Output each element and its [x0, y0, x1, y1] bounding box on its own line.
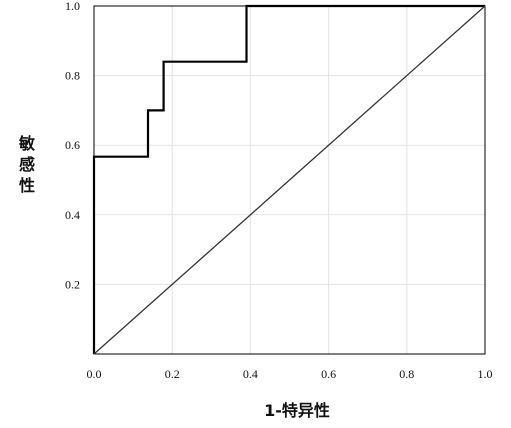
y-axis-title-char: 敏	[18, 134, 36, 153]
x-tick-label: 0.6	[321, 367, 336, 381]
y-axis-title-char: 感	[19, 155, 35, 174]
y-tick-labels: 0.2 0.4 0.6 0.8 1.0	[65, 0, 80, 291]
x-tick-label: 0.0	[87, 367, 102, 381]
x-tick-label: 1.0	[478, 367, 493, 381]
grid-lines	[94, 6, 485, 354]
x-tick-labels: 0.0 0.2 0.4 0.6 0.8 1.0	[87, 367, 493, 381]
reference-diagonal-line	[93, 5, 486, 355]
y-tick-label: 0.2	[65, 277, 80, 291]
x-tick-label: 0.8	[399, 367, 414, 381]
y-tick-label: 0.6	[65, 138, 80, 152]
y-tick-label: 0.8	[65, 69, 80, 83]
y-tick-label: 1.0	[65, 0, 80, 13]
x-axis-title: 1-特异性	[264, 401, 330, 420]
x-tick-label: 0.2	[165, 367, 180, 381]
roc-step-curve	[92, 4, 485, 354]
y-axis-title: 敏感性	[18, 134, 36, 195]
series-layer	[92, 4, 486, 355]
y-tick-label: 0.4	[65, 208, 80, 222]
x-tick-label: 0.4	[243, 367, 258, 381]
y-axis-title-char: 性	[19, 176, 35, 195]
